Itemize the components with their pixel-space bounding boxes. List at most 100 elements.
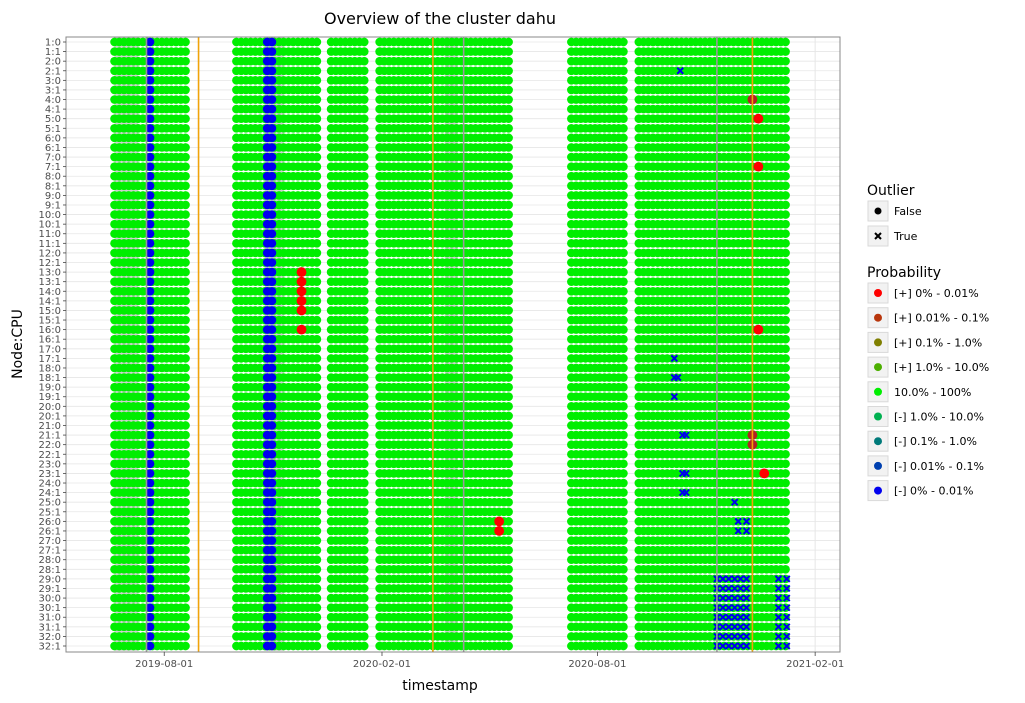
data-point — [504, 152, 513, 162]
data-point — [359, 584, 369, 593]
data-point — [181, 497, 190, 507]
data-point — [181, 449, 190, 459]
data-point — [359, 315, 369, 325]
data-point — [504, 248, 513, 258]
data-point — [359, 612, 369, 622]
data-points — [110, 37, 791, 651]
data-point — [359, 191, 369, 200]
data-point — [181, 123, 190, 133]
data-point — [359, 402, 369, 411]
data-point — [312, 632, 322, 641]
data-point — [359, 181, 369, 191]
data-point — [359, 497, 369, 507]
data-point — [181, 632, 190, 641]
data-point — [359, 344, 369, 354]
data-point — [312, 536, 322, 545]
data-point — [359, 478, 369, 488]
data-point — [181, 286, 190, 296]
data-point — [312, 488, 322, 497]
data-point — [181, 277, 190, 286]
data-point — [312, 114, 322, 124]
data-point — [359, 564, 369, 574]
gray-band — [114, 37, 139, 651]
data-point — [504, 641, 513, 651]
data-point — [504, 526, 513, 536]
data-point — [312, 191, 322, 200]
data-point — [312, 344, 322, 354]
data-point — [181, 104, 190, 114]
data-point — [312, 181, 322, 191]
data-point — [504, 277, 513, 286]
data-point — [504, 191, 513, 200]
data-point — [359, 76, 369, 85]
data-point — [359, 239, 369, 248]
data-point — [359, 488, 369, 497]
data-point — [359, 334, 369, 344]
data-point — [181, 363, 190, 373]
data-point — [312, 267, 322, 277]
data-point — [181, 258, 190, 267]
data-point — [181, 402, 190, 411]
data-point — [359, 392, 369, 402]
data-point — [312, 95, 322, 104]
data-point — [181, 574, 190, 584]
data-point — [181, 459, 190, 469]
data-point — [181, 421, 190, 430]
data-point — [504, 229, 513, 239]
data-point — [181, 191, 190, 200]
data-point — [181, 526, 190, 536]
data-point — [312, 200, 322, 210]
data-point — [181, 517, 190, 526]
data-point — [181, 593, 190, 603]
data-point — [312, 325, 322, 334]
data-point — [181, 344, 190, 354]
data-point — [312, 574, 322, 584]
data-point — [504, 37, 513, 47]
data-point — [504, 104, 513, 114]
data-point — [312, 47, 322, 56]
data-point — [181, 143, 190, 152]
data-point — [181, 488, 190, 497]
data-point — [312, 277, 322, 286]
data-point — [504, 162, 513, 171]
data-point — [504, 536, 513, 545]
data-point — [312, 430, 322, 440]
data-point — [504, 47, 513, 56]
data-point — [504, 593, 513, 603]
data-point — [359, 545, 369, 555]
data-point — [504, 286, 513, 296]
data-point — [312, 133, 322, 143]
data-point — [359, 95, 369, 104]
data-point — [504, 344, 513, 354]
data-point — [504, 315, 513, 325]
data-point — [504, 622, 513, 632]
data-point — [504, 114, 513, 124]
data-point — [359, 229, 369, 239]
data-point — [504, 325, 513, 334]
data-point — [359, 200, 369, 210]
chart-title: Overview of the cluster dahu — [324, 9, 556, 28]
data-point — [504, 555, 513, 565]
data-point — [181, 229, 190, 239]
data-point — [312, 497, 322, 507]
data-point — [359, 143, 369, 152]
data-point — [504, 612, 513, 622]
data-point — [504, 239, 513, 248]
data-point — [359, 66, 369, 76]
data-point — [181, 296, 190, 306]
data-point — [504, 306, 513, 315]
data-point — [312, 564, 322, 574]
data-point — [312, 478, 322, 488]
data-point — [312, 421, 322, 430]
data-point — [312, 37, 322, 47]
data-point — [359, 632, 369, 641]
data-point — [181, 603, 190, 612]
data-point — [181, 267, 190, 277]
data-point — [504, 66, 513, 76]
data-point — [181, 382, 190, 392]
data-point — [181, 430, 190, 440]
data-point — [181, 545, 190, 555]
data-point — [181, 76, 190, 85]
data-point — [312, 584, 322, 593]
data-point — [312, 296, 322, 306]
